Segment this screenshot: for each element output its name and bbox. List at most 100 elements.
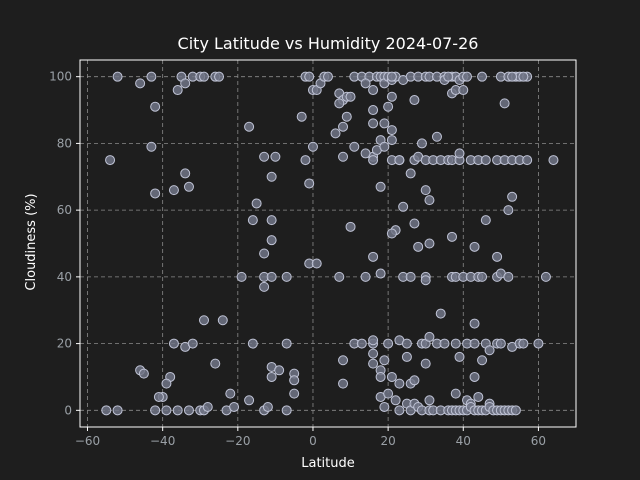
data-point [522, 155, 533, 166]
data-point [386, 91, 397, 102]
data-point [210, 358, 221, 369]
data-point [229, 401, 240, 412]
data-point [379, 401, 390, 412]
data-point [368, 251, 379, 262]
data-point [311, 258, 322, 269]
data-point [518, 71, 529, 82]
data-point [507, 71, 518, 82]
data-point [409, 218, 420, 229]
data-point [304, 178, 315, 189]
data-point [146, 71, 157, 82]
data-point [259, 151, 270, 162]
data-point [435, 308, 446, 319]
x-axis-label: Latitude [301, 456, 355, 471]
data-point [375, 181, 386, 192]
data-point [495, 338, 506, 349]
data-point [338, 355, 349, 366]
data-point [334, 271, 345, 282]
data-point [477, 71, 488, 82]
data-point [360, 271, 371, 282]
data-point [394, 155, 405, 166]
data-point [454, 351, 465, 362]
data-point [259, 281, 270, 292]
data-point [135, 78, 146, 89]
y-tick-label: 60 [57, 203, 72, 217]
data-point [480, 155, 491, 166]
data-point [161, 378, 172, 389]
data-point [281, 338, 292, 349]
data-point [480, 215, 491, 226]
data-point [368, 335, 379, 346]
data-point [424, 331, 435, 342]
data-point [266, 371, 277, 382]
data-point [266, 235, 277, 246]
data-point [345, 221, 356, 232]
y-tick-label: 0 [64, 403, 72, 417]
data-point [251, 198, 262, 209]
data-point [168, 338, 179, 349]
data-point [458, 85, 469, 96]
data-point [244, 395, 255, 406]
data-point [300, 155, 311, 166]
data-point [375, 268, 386, 279]
data-point [341, 111, 352, 122]
data-point [112, 71, 123, 82]
data-point [398, 201, 409, 212]
x-tick-label: 60 [531, 434, 546, 448]
data-point [161, 405, 172, 416]
data-point [247, 215, 258, 226]
data-point [266, 215, 277, 226]
data-point [533, 338, 544, 349]
data-point [338, 121, 349, 132]
data-point [477, 355, 488, 366]
data-point [540, 271, 551, 282]
data-point [180, 168, 191, 179]
data-point [386, 125, 397, 136]
data-point [368, 85, 379, 96]
data-point [368, 358, 379, 369]
data-point [424, 395, 435, 406]
data-point [334, 98, 345, 109]
data-point [405, 168, 416, 179]
data-point [101, 405, 112, 416]
data-point [424, 195, 435, 206]
data-point [368, 105, 379, 116]
data-point [383, 388, 394, 399]
data-point [168, 185, 179, 196]
data-point [484, 345, 495, 356]
y-tick-label: 20 [57, 337, 72, 351]
data-point [281, 405, 292, 416]
x-tick-label: −20 [225, 434, 250, 448]
x-tick-label: −60 [75, 434, 100, 448]
data-point [349, 141, 360, 152]
data-point [431, 131, 442, 142]
data-point [416, 138, 427, 149]
data-point [413, 241, 424, 252]
data-point [368, 348, 379, 359]
data-point [409, 95, 420, 106]
data-point [183, 181, 194, 192]
data-point [153, 391, 164, 402]
data-point [507, 191, 518, 202]
x-tick-label: −40 [150, 434, 175, 448]
data-point [289, 375, 300, 386]
data-point [379, 141, 390, 152]
data-point [439, 338, 450, 349]
data-point [401, 351, 412, 362]
data-point [518, 338, 529, 349]
data-point [150, 188, 161, 199]
data-point [379, 118, 390, 129]
data-point [304, 71, 315, 82]
y-tick-label: 40 [57, 270, 72, 284]
data-point [172, 405, 183, 416]
data-point [386, 71, 397, 82]
data-point [330, 128, 341, 139]
data-point [510, 405, 521, 416]
data-point [368, 118, 379, 129]
data-points [101, 71, 559, 416]
data-point [289, 388, 300, 399]
data-point [247, 338, 258, 349]
data-point [386, 371, 397, 382]
data-point [424, 238, 435, 249]
